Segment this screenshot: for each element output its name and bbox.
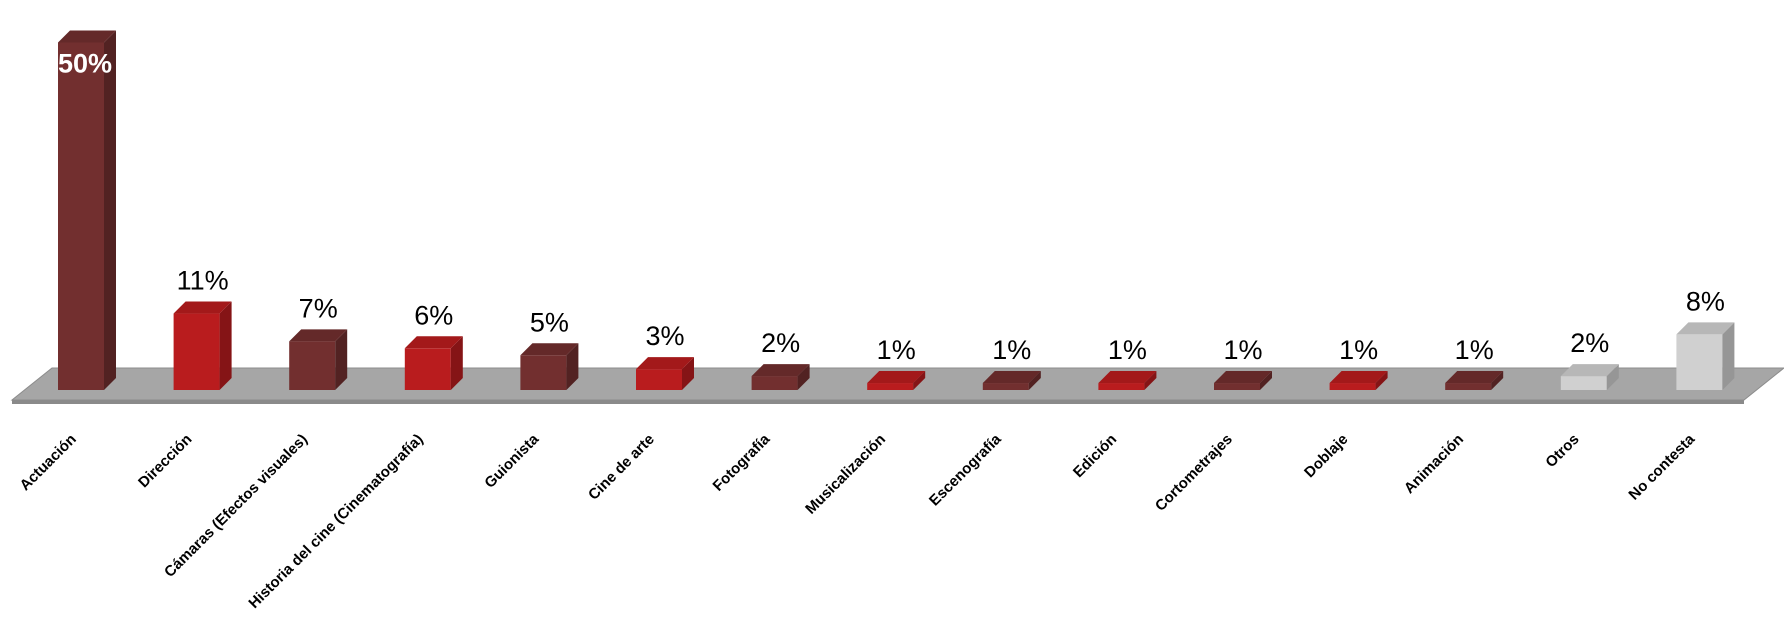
bar-top: [1098, 371, 1157, 384]
value-label: 8%: [1686, 286, 1725, 316]
bar-no-contesta: [1676, 322, 1735, 390]
bar-side: [682, 357, 694, 390]
category-label: Doblaje: [1301, 431, 1351, 481]
bar-top: [404, 336, 463, 349]
bar-side: [797, 364, 810, 390]
bar-side: [1722, 322, 1735, 390]
category-label: Edición: [1070, 431, 1120, 481]
bar-front: [1329, 383, 1376, 390]
value-label: 2%: [761, 328, 800, 358]
category-label: Animación: [1401, 431, 1467, 497]
bar-side: [1606, 364, 1619, 390]
bar-top: [520, 343, 579, 356]
bar-side: [1028, 371, 1041, 390]
value-label: 1%: [1455, 335, 1494, 365]
bar-top: [1329, 371, 1388, 384]
bar-fotografia: [751, 364, 810, 390]
bar-side: [913, 371, 926, 390]
bar-top: [173, 301, 232, 314]
value-label: 2%: [1570, 328, 1609, 358]
value-label: 11%: [177, 266, 229, 296]
bars-group: [58, 30, 1735, 390]
bar-top: [867, 371, 926, 384]
category-label: Actuación: [17, 431, 80, 494]
bar-front: [1214, 383, 1260, 390]
bar-guionista: [520, 343, 579, 390]
bar-side: [335, 329, 348, 390]
bar-side: [450, 336, 463, 390]
bar-front: [58, 42, 104, 390]
value-label: 50%: [58, 49, 112, 79]
bar-side: [219, 301, 232, 390]
value-label: 5%: [530, 307, 569, 337]
bar-top: [1560, 364, 1619, 377]
bar-front: [982, 383, 1029, 390]
bar-musicalizacion: [867, 371, 926, 390]
bar-direccion: [173, 301, 232, 390]
category-label: Dirección: [135, 431, 195, 491]
bar-top: [751, 364, 810, 377]
bar-side: [104, 30, 116, 390]
bar-top: [982, 371, 1041, 384]
value-label: 6%: [414, 300, 453, 330]
value-label: 1%: [877, 335, 916, 365]
bar-front: [1445, 383, 1492, 390]
category-label: Musicalización: [802, 431, 889, 518]
category-label: Cortometrajes: [1152, 431, 1236, 515]
bar-animacion: [1445, 371, 1504, 390]
bar-side: [1260, 371, 1272, 390]
bar-top: [1445, 371, 1504, 384]
bar-front: [867, 383, 914, 390]
bar-front: [1560, 376, 1607, 390]
category-label: Fotografía: [710, 430, 774, 494]
bar-cortometrajes: [1214, 371, 1272, 390]
category-label: Guionista: [481, 430, 542, 491]
category-label: Escenografía: [926, 430, 1005, 509]
bar-escenografia: [982, 371, 1041, 390]
value-label: 7%: [299, 293, 338, 323]
category-label: Cine de arte: [585, 431, 658, 504]
value-label: 1%: [1223, 335, 1262, 365]
bar-front: [289, 341, 336, 390]
floor-edge: [12, 400, 1744, 404]
bar-top: [289, 329, 348, 342]
category-label: Otros: [1542, 431, 1582, 471]
bar-side: [1375, 371, 1388, 390]
bar-top: [1214, 371, 1272, 384]
value-label: 1%: [1339, 335, 1378, 365]
bar-otros: [1560, 364, 1619, 390]
value-label: 3%: [645, 321, 684, 351]
bar-edicion: [1098, 371, 1157, 390]
bar-front: [173, 313, 220, 390]
value-label: 1%: [1108, 335, 1147, 365]
bar-cine-de-arte: [636, 357, 694, 390]
bar-actuacion: [58, 30, 116, 390]
bar-front: [636, 369, 682, 390]
value-labels-group: 50% 11% 7% 6% 5% 3% 2% 1% 1% 1% 1% 1% 1% 2% 8%: [58, 49, 1725, 366]
bar-historia-del-cine-cinematografia: [404, 336, 463, 390]
bar-camaras-efectos-visuales: [289, 329, 348, 390]
category-label: No contesta: [1625, 430, 1698, 503]
bar-front: [1676, 334, 1723, 390]
bar-front: [520, 355, 567, 390]
bar-side: [1491, 371, 1504, 390]
bar-side: [566, 343, 579, 390]
bar-front: [404, 348, 451, 390]
value-label: 1%: [992, 335, 1031, 365]
bar-side: [1144, 371, 1157, 390]
bar-front: [751, 376, 798, 390]
bar-top: [636, 357, 694, 370]
bar-top: [58, 30, 116, 43]
bar-front: [1098, 383, 1145, 390]
bar-doblaje: [1329, 371, 1388, 390]
bar-top: [1676, 322, 1735, 335]
